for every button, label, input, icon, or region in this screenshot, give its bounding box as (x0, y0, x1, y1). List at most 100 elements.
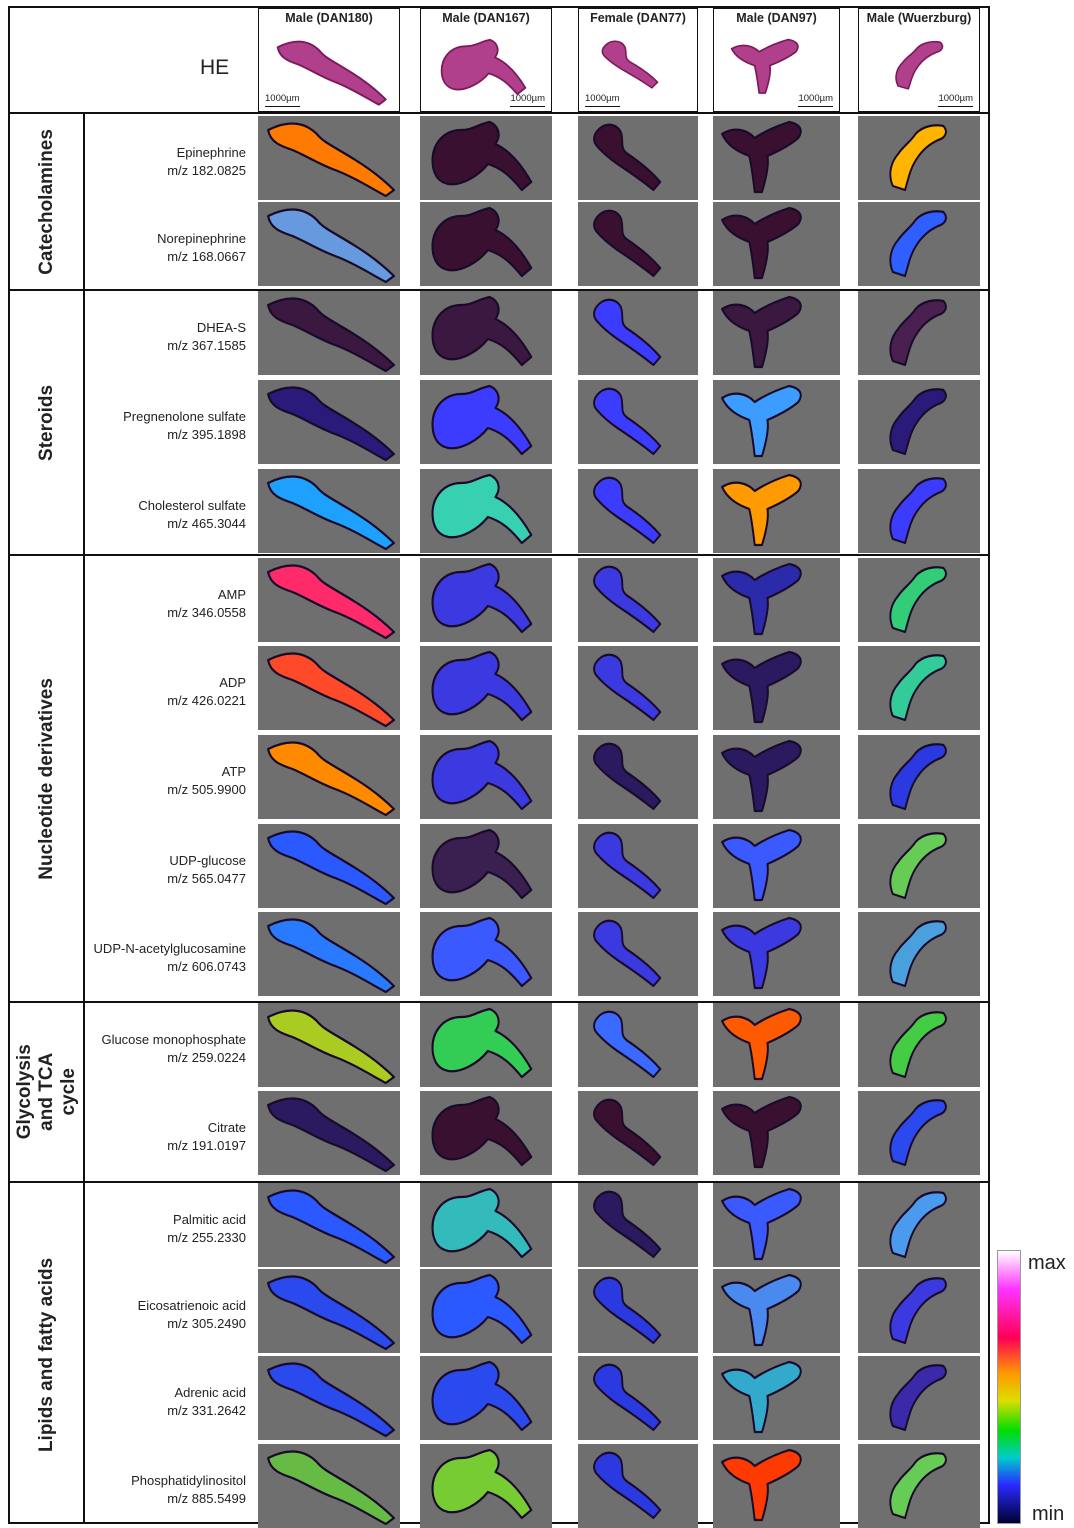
metabolite-mz: m/z 565.0477 (167, 871, 246, 886)
metabolite-label: Citrate m/z 191.0197 (86, 1119, 246, 1155)
msi-tile (420, 1003, 552, 1087)
msi-tile (858, 1183, 980, 1267)
msi-tile (578, 1444, 698, 1528)
msi-tile (258, 202, 400, 286)
msi-tile (258, 1356, 400, 1440)
he-stained-tissue (269, 35, 391, 106)
metabolite-mz: m/z 465.3044 (167, 516, 246, 531)
metabolite-label: Palmitic acid m/z 255.2330 (86, 1211, 246, 1247)
msi-tile (713, 912, 840, 996)
group-separator (8, 554, 990, 556)
intensity-colorbar (997, 1250, 1021, 1524)
msi-tile (258, 735, 400, 819)
metabolite-name: UDP-N-acetylglucosamine (93, 941, 246, 956)
msi-tile (713, 735, 840, 819)
msi-tile (858, 558, 980, 642)
msi-tile (858, 1091, 980, 1175)
msi-tile (578, 735, 698, 819)
metabolite-label: Pregnenolone sulfate m/z 395.1898 (86, 408, 246, 444)
msi-tile (858, 1269, 980, 1353)
he-label: HE (200, 56, 230, 79)
msi-tile (578, 1269, 698, 1353)
msi-tile (258, 116, 400, 200)
metabolite-label: Adrenic acid m/z 331.2642 (86, 1384, 246, 1420)
metabolite-label: Cholesterol sulfate m/z 465.3044 (86, 497, 246, 533)
metabolite-label: DHEA-S m/z 367.1585 (86, 319, 246, 355)
msi-tile (713, 202, 840, 286)
msi-tile (420, 824, 552, 908)
msi-tile (258, 380, 400, 464)
group-label-steroids: Steroids (36, 384, 58, 461)
msi-tile (578, 824, 698, 908)
msi-tile (858, 912, 980, 996)
metabolite-mz: m/z 168.0667 (167, 249, 246, 264)
msi-tile (578, 1091, 698, 1175)
group-label-lipids-fatty-acids: Lipids and fatty acids (36, 1257, 58, 1453)
metabolite-name: Glucose monophosphate (101, 1032, 246, 1047)
metabolite-name: Phosphatidylinositol (131, 1473, 246, 1488)
metabolite-name: Citrate (207, 1120, 246, 1135)
msi-tile (258, 1091, 400, 1175)
he-stained-tissue (431, 35, 543, 105)
msi-tile (858, 735, 980, 819)
he-stained-tissue (589, 35, 689, 105)
column-title: Male (Wuerzburg) (866, 11, 972, 25)
msi-tile (713, 1269, 840, 1353)
msi-tile (420, 646, 552, 730)
msi-tile (258, 1183, 400, 1267)
metabolite-name: Norepinephrine (157, 231, 246, 246)
msi-tile (578, 291, 698, 375)
msi-tile (858, 1003, 980, 1087)
metabolite-name: ATP (221, 764, 246, 779)
msi-tile (713, 1003, 840, 1087)
msi-tile (713, 1356, 840, 1440)
group-separator (8, 112, 990, 114)
metabolite-name: Epinephrine (176, 145, 246, 160)
group-separator (8, 289, 990, 291)
msi-tile (578, 646, 698, 730)
msi-tile (420, 469, 552, 553)
scale-bar-label: 1000µm (938, 93, 973, 107)
msi-tile (258, 824, 400, 908)
msi-tile (858, 824, 980, 908)
group-label-nucleotide-derivatives: Nucleotide derivatives (36, 677, 58, 880)
msi-tile (713, 558, 840, 642)
metabolite-mz: m/z 505.9900 (167, 782, 246, 797)
metabolite-mz: m/z 305.2490 (167, 1316, 246, 1331)
column-header: Male (DAN167) 1000µm (420, 8, 552, 112)
msi-tile (420, 558, 552, 642)
metabolite-mz: m/z 255.2330 (167, 1230, 246, 1245)
metabolite-name: UDP-glucose (169, 853, 246, 868)
metabolite-mz: m/z 346.0558 (167, 605, 246, 620)
msi-tile (578, 1003, 698, 1087)
metabolite-label: Eicosatrienoic acid m/z 305.2490 (86, 1297, 246, 1333)
metabolite-mz: m/z 426.0221 (167, 693, 246, 708)
msi-tile (258, 1444, 400, 1528)
metabolite-label: Phosphatidylinositol m/z 885.5499 (86, 1472, 246, 1508)
column-header: Male (DAN180) 1000µm (258, 8, 400, 112)
msi-tile (858, 469, 980, 553)
metabolite-label: UDP-N-acetylglucosamine m/z 606.0743 (86, 940, 246, 976)
he-stained-tissue (869, 35, 971, 105)
msi-tile (420, 1183, 552, 1267)
msi-tile (858, 116, 980, 200)
colorbar-min-label: min (1032, 1503, 1065, 1525)
metabolite-label: Glucose monophosphate m/z 259.0224 (86, 1031, 246, 1067)
msi-tile (420, 1444, 552, 1528)
metabolite-label: ATP m/z 505.9900 (86, 763, 246, 799)
msi-tile (578, 380, 698, 464)
metabolite-name: Palmitic acid (173, 1212, 246, 1227)
metabolite-mz: m/z 191.0197 (167, 1138, 246, 1153)
msi-tile (258, 469, 400, 553)
metabolite-name: ADP (219, 675, 246, 690)
msi-tile (420, 1356, 552, 1440)
msi-tile (858, 1444, 980, 1528)
column-title: Male (DAN167) (442, 11, 530, 25)
column-title: Female (DAN77) (590, 11, 686, 25)
msi-tile (578, 1356, 698, 1440)
msi-tile (258, 558, 400, 642)
he-stained-tissue (724, 35, 831, 105)
msi-tile (578, 558, 698, 642)
metabolite-name: Eicosatrienoic acid (137, 1298, 246, 1313)
msi-tile (258, 912, 400, 996)
